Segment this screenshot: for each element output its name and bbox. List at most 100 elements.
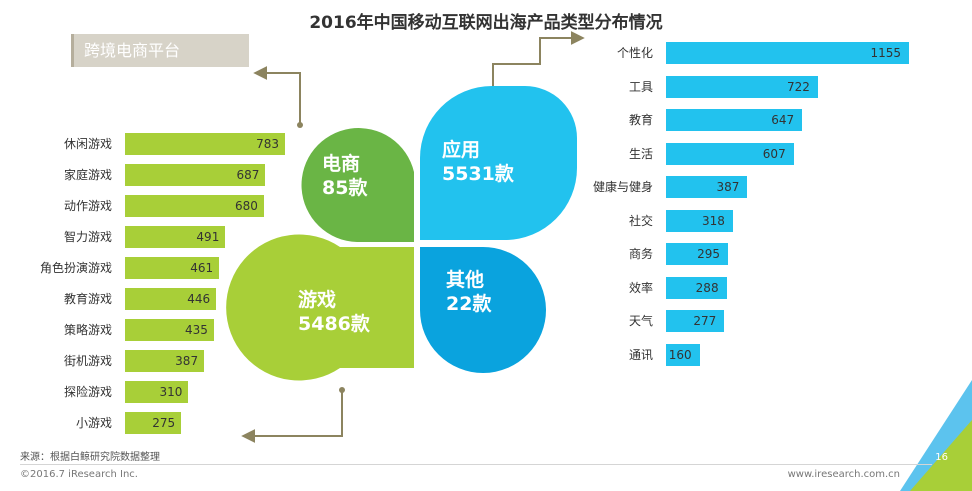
game-bar xyxy=(125,226,226,248)
petal-ecommerce-count: 85款 xyxy=(322,177,368,199)
corner-triangle-green xyxy=(910,420,972,491)
cross-border-ecommerce-tag: 跨境电商平台 xyxy=(71,34,249,67)
app-bar-row: 生活 607 xyxy=(0,142,972,165)
app-bar-label: 社交 xyxy=(628,213,653,228)
petal-ecommerce-name: 电商 xyxy=(322,153,361,175)
petal-app-name: 应用 xyxy=(442,139,481,161)
app-bar xyxy=(666,209,733,232)
petal-game-text: 游戏 5486款 xyxy=(298,288,370,336)
app-bar-value: 295 xyxy=(697,247,721,261)
game-bar-label: 小游戏 xyxy=(75,416,112,430)
app-bar-value: 277 xyxy=(693,314,717,328)
game-bar-row: 小游戏 275 xyxy=(0,412,972,434)
game-bar-row: 家庭游戏 687 xyxy=(0,164,972,186)
app-bar xyxy=(666,343,700,366)
game-bar xyxy=(125,288,217,310)
app-bar xyxy=(666,142,794,165)
app-bar-row: 商务 295 xyxy=(0,243,972,265)
app-bar-row: 个性化 1155 xyxy=(0,42,972,64)
app-bar-row: 通讯 160 xyxy=(0,343,972,366)
app-bar-row: 健康与健身 387 xyxy=(0,176,972,198)
petal-game-name: 游戏 xyxy=(298,289,337,311)
petal-other-text: 其他 22款 xyxy=(446,268,491,316)
game-bar xyxy=(125,319,214,341)
game-bar-label: 策略游戏 xyxy=(63,323,112,337)
game-bar-label: 探险游戏 xyxy=(63,385,112,399)
game-bar xyxy=(125,350,205,372)
app-bar-row: 教育 647 xyxy=(0,109,972,131)
game-bar-value: 680 xyxy=(235,199,258,213)
petal-app-count: 5531款 xyxy=(442,163,514,185)
game-bar-row: 策略游戏 435 xyxy=(0,319,972,341)
app-bar-label: 健康与健身 xyxy=(592,180,653,194)
footer-divider xyxy=(20,464,932,465)
game-bar-label: 街机游戏 xyxy=(63,354,112,368)
arrow-dot-ecommerce xyxy=(297,122,303,128)
app-bar-row: 社交 318 xyxy=(0,209,972,232)
arrow-ecommerce xyxy=(253,66,301,125)
app-bar xyxy=(666,310,725,332)
app-bar-row: 效率 288 xyxy=(0,276,972,299)
app-bar-label: 个性化 xyxy=(616,46,653,60)
game-bar-label: 家庭游戏 xyxy=(63,168,112,182)
game-bar-row: 探险游戏 310 xyxy=(0,381,972,403)
game-bar-value: 387 xyxy=(175,354,199,368)
game-bar-value: 446 xyxy=(187,292,211,306)
game-bar-label: 教育游戏 xyxy=(63,292,112,306)
app-bar xyxy=(666,243,729,265)
arrow-game xyxy=(241,390,343,443)
app-bar xyxy=(666,42,909,64)
game-bar-value: 461 xyxy=(190,261,214,275)
petal-app-text: 应用 5531款 xyxy=(442,138,514,186)
game-bar-value: 491 xyxy=(196,230,220,244)
petal-ecommerce xyxy=(301,128,414,242)
petal-game-count: 5486款 xyxy=(298,313,370,335)
app-bar-value: 722 xyxy=(786,79,810,94)
game-bar-label: 智力游戏 xyxy=(63,230,112,244)
game-bar-row: 教育游戏 446 xyxy=(0,288,972,310)
petal-game xyxy=(226,234,414,381)
app-bar-value: 607 xyxy=(762,146,786,161)
game-bar-row: 角色扮演游戏 461 xyxy=(0,257,972,279)
petal-other-name: 其他 xyxy=(446,269,485,291)
game-bar xyxy=(125,164,266,186)
app-bar-label: 工具 xyxy=(628,79,653,94)
chart-title: 2016年中国移动互联网出海产品类型分布情况 xyxy=(309,13,663,33)
arrow-dot-game xyxy=(339,387,345,393)
app-bar xyxy=(666,276,727,299)
petal-other xyxy=(420,246,546,373)
app-bar-row: 天气 277 xyxy=(0,310,972,332)
app-bar xyxy=(666,109,803,131)
game-bar xyxy=(125,412,182,434)
game-bar-value: 275 xyxy=(152,416,176,430)
game-bar xyxy=(125,195,264,217)
game-bar-label: 动作游戏 xyxy=(63,199,112,213)
source-note: 来源：根据白鲸研究院数据整理 xyxy=(20,452,160,463)
petal-app xyxy=(420,86,577,240)
app-bar-value: 647 xyxy=(771,113,795,127)
app-bar-row: 工具 722 xyxy=(0,75,972,98)
app-bar-label: 效率 xyxy=(628,280,653,295)
app-bar-label: 通讯 xyxy=(628,347,653,362)
game-bar-label: 角色扮演游戏 xyxy=(39,261,112,275)
game-bar-value: 435 xyxy=(184,323,208,337)
game-bar-row: 智力游戏 491 xyxy=(0,226,972,248)
app-bar-value: 318 xyxy=(701,213,725,228)
app-bar xyxy=(666,75,818,98)
app-bar-label: 生活 xyxy=(628,146,653,161)
app-bar-label: 天气 xyxy=(628,314,653,328)
game-bar-label: 休闲游戏 xyxy=(63,137,112,151)
app-bar-label: 商务 xyxy=(628,247,653,261)
website: www.iresearch.com.cn xyxy=(787,469,900,480)
petal-ecommerce-text: 电商 85款 xyxy=(322,152,367,200)
app-bar-value: 387 xyxy=(716,180,740,194)
game-bar xyxy=(125,257,220,279)
petal-other-count: 22款 xyxy=(446,293,492,315)
app-bar-value: 288 xyxy=(695,280,719,295)
app-bar-value: 160 xyxy=(668,347,692,362)
game-bar-row: 街机游戏 387 xyxy=(0,350,972,372)
app-bar-value: 1155 xyxy=(870,46,901,60)
game-bar-row: 动作游戏 680 xyxy=(0,195,972,217)
